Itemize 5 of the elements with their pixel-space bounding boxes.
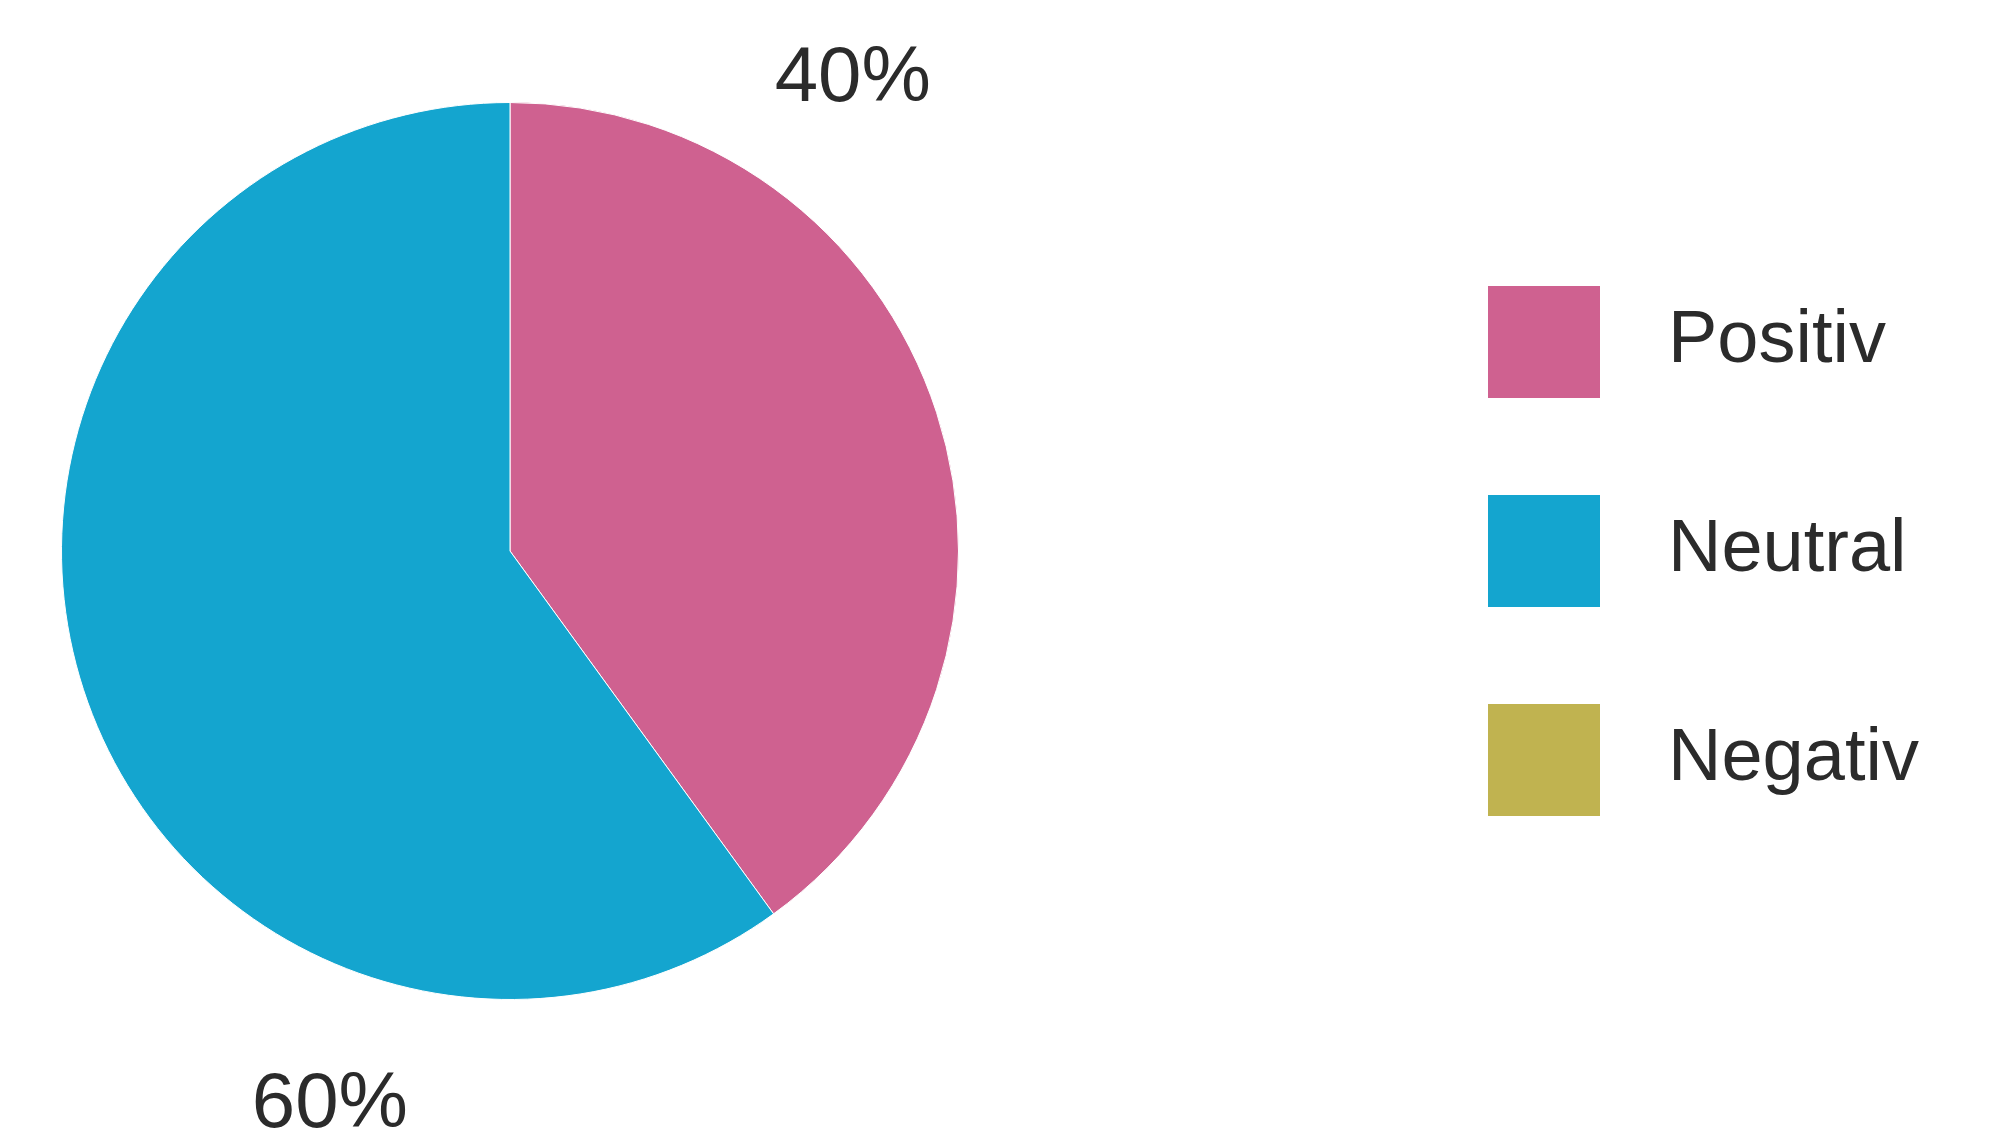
legend-label: Negativ — [1668, 713, 1919, 797]
data-label: 40% — [774, 29, 931, 118]
legend-label: Positiv — [1668, 295, 1886, 379]
legend-label: Neutral — [1668, 504, 1907, 588]
data-label: 60% — [251, 1056, 408, 1135]
